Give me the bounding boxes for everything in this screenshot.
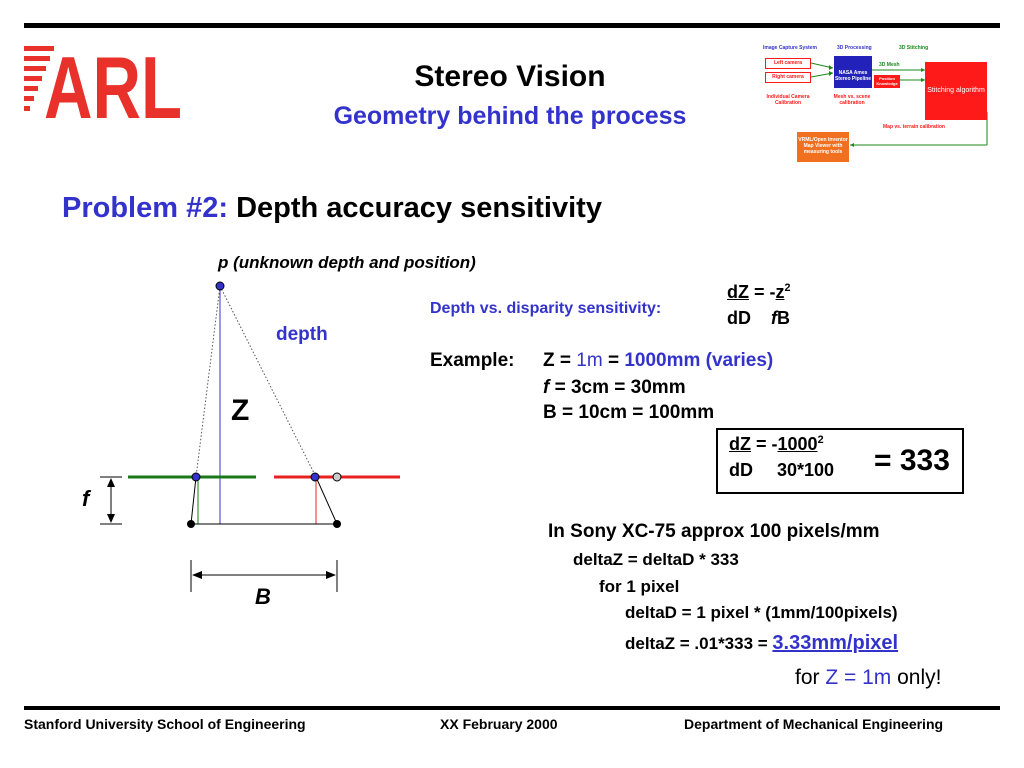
flow-col-capture: Image Capture System: [763, 45, 817, 51]
flow-nasa-pipeline-label: NASA Ames Stereo Pipeline: [834, 70, 872, 82]
flow-stitching-algorithm: Stitching algorithm: [925, 62, 987, 120]
sensitivity-label: Depth vs. disparity sensitivity:: [430, 300, 662, 317]
arl-logo-text: ARL: [44, 44, 182, 120]
depth-label: depth: [276, 324, 328, 345]
example-z-eq: =: [602, 350, 625, 371]
slide-subtitle: Geometry behind the process: [333, 102, 687, 130]
sensitivity-den-f: f: [771, 308, 777, 328]
example-z-value: 1m: [576, 350, 603, 371]
right-camera-center: [333, 520, 341, 528]
flow-position-knowledge: Position Knowledge: [874, 75, 900, 88]
sony-line-5: deltaZ = .01*333 = 3.33mm/pixel: [625, 632, 898, 655]
sony-line-6: for Z = 1m only!: [795, 666, 941, 690]
sensitivity-den-b: B: [777, 308, 790, 328]
flow-terrain-calibration: Map vs. terrain calibration: [883, 124, 945, 130]
calc-exp: 2: [817, 434, 824, 446]
calc-den-value: 30*100: [777, 460, 835, 480]
sony-line-3: for 1 pixel: [599, 577, 680, 596]
flow-mesh-calibration: Mesh vs. scene calibration: [833, 94, 871, 106]
example-z-line: Z = 1m = 1000mm (varies): [543, 350, 773, 372]
ray-right: [219, 285, 317, 478]
footer-right: Department of Mechanical Engineering: [684, 716, 944, 732]
f-label: f: [82, 486, 90, 511]
flow-mesh-label: 3D Mesh: [879, 62, 900, 68]
flow-col-stitching: 3D Stitching: [899, 45, 929, 51]
problem-heading: Problem #2: Depth accuracy sensitivity: [62, 192, 602, 225]
example-z-mm: 1000mm (varies): [624, 350, 774, 371]
sony-line-1: In Sony XC-75 approx 100 pixels/mm: [548, 521, 880, 542]
calc-denominator: dD 30*100: [729, 461, 834, 479]
example-f-line: f = 3cm = 30mm: [543, 377, 686, 399]
calc-eq: = -: [751, 434, 778, 454]
b-label: B: [255, 584, 271, 609]
sony-line-4: deltaD = 1 pixel * (1mm/100pixels): [625, 603, 898, 622]
sensitivity-exp: 2: [784, 282, 791, 294]
calc-den-dd: dD: [729, 460, 753, 480]
calc-numerator: dZ = -10002: [729, 435, 824, 453]
sony-line-6-only: only!: [891, 666, 942, 689]
sensitivity-numerator: dZ = -z2: [727, 283, 791, 301]
flow-col-processing: 3D Processing: [837, 45, 872, 51]
problem-prefix: Problem #2:: [62, 192, 228, 224]
point-p: [215, 281, 225, 291]
calculation-box: [716, 428, 964, 494]
z-label: Z: [231, 394, 250, 427]
example-z-prefix: Z =: [543, 350, 577, 371]
flow-right-camera: Right camera: [765, 72, 811, 83]
example-b-line: B = 10cm = 100mm: [543, 402, 715, 423]
flow-left-camera: Left camera: [765, 58, 811, 69]
sensitivity-eq: = -: [749, 282, 776, 302]
footer-center: XX February 2000: [440, 716, 558, 732]
calc-num-dz: dZ: [729, 434, 751, 454]
flow-nasa-pipeline: NASA Ames Stereo Pipeline: [834, 56, 872, 88]
flow-camera-calibration: Individual Camera Calibration: [766, 94, 810, 106]
sony-line-5-result: 3.33mm/pixel: [772, 632, 899, 654]
flow-vrml-viewer: VRML/Open Inventor Map Viewer with measu…: [797, 132, 849, 162]
bottom-rule: [24, 706, 1000, 710]
slide-title: Stereo Vision: [414, 60, 606, 93]
right-projection-point: [310, 472, 320, 482]
example-f-var: f: [543, 377, 550, 398]
sensitivity-denominator: dD fB: [727, 309, 790, 327]
sony-line-6-z: Z = 1m: [825, 666, 892, 689]
example-label: Example:: [430, 350, 515, 371]
process-flow-diagram: Image Capture System 3D Processing 3D St…: [755, 40, 1001, 170]
left-projection-point: [191, 472, 201, 482]
footer-left: Stanford University School of Engineerin…: [24, 716, 306, 732]
sensitivity-num-z: z: [775, 282, 785, 302]
calc-num-1000: 1000: [777, 434, 818, 454]
problem-title: Depth accuracy sensitivity: [236, 192, 602, 224]
left-camera-center: [187, 520, 195, 528]
sensitivity-den-dd: dD: [727, 308, 751, 328]
sony-line-2: deltaZ = deltaD * 333: [573, 550, 739, 569]
sony-line-5-prefix: deltaZ = .01*333 =: [625, 634, 773, 653]
arl-logo: ARL: [24, 38, 184, 137]
calc-result: = 333: [874, 444, 950, 477]
sensitivity-num-dz: dZ: [727, 282, 749, 302]
point-p-label: p (unknown depth and position): [218, 253, 476, 272]
offset-projection-point: [332, 472, 342, 482]
sony-line-6-for: for: [795, 666, 826, 689]
ray-left: [195, 285, 221, 478]
top-rule: [24, 23, 1000, 28]
example-f-rest: = 3cm = 30mm: [549, 377, 686, 398]
